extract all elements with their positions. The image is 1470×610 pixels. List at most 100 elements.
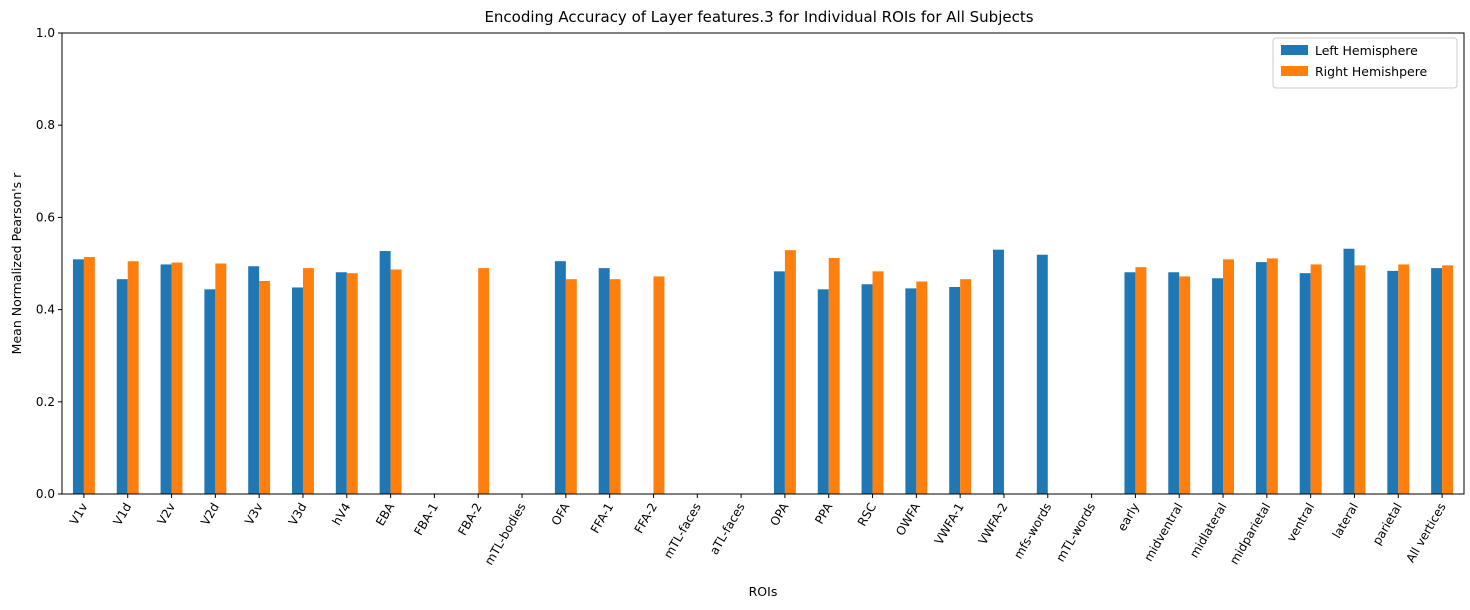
bar-right-midlateral <box>1223 259 1234 494</box>
bar-left-VWFA-2 <box>993 249 1004 494</box>
bars-group <box>72 248 1454 494</box>
legend-swatch <box>1281 45 1308 55</box>
bar-left-VWFA-1 <box>949 287 961 494</box>
x-tick-label: midlateral <box>1187 501 1230 561</box>
bar-right-FFA-1 <box>609 279 621 494</box>
y-axis: 0.0 0.2 0.4 0.6 0.8 1.0 <box>36 26 62 501</box>
bar-right-V3d <box>302 268 314 494</box>
bar-right-All vertices <box>1442 265 1454 494</box>
x-tick-label: early <box>1115 501 1142 534</box>
legend-label: Right Hemishpere <box>1315 64 1428 79</box>
x-tick-label: parietal <box>1370 501 1405 548</box>
bar-right-lateral <box>1354 265 1366 494</box>
x-tick-label: FBA-2 <box>455 501 485 538</box>
x-tick-label: aTL-faces <box>707 501 748 558</box>
bar-left-RSC <box>861 284 873 494</box>
bar-left-V3d <box>292 287 303 494</box>
x-tick-label: All vertices <box>1403 501 1448 565</box>
x-tick-label: V1d <box>110 501 134 528</box>
bar-right-PPA <box>828 257 840 494</box>
bar-left-EBA <box>379 251 391 494</box>
y-tick-label: 0.6 <box>36 210 55 224</box>
x-tick-label: RSC <box>855 501 879 529</box>
x-tick-label: V2d <box>198 501 222 528</box>
x-tick-label: lateral <box>1330 501 1361 541</box>
chart-title: Encoding Accuracy of Layer features.3 fo… <box>484 8 1033 26</box>
x-tick-label: hV4 <box>330 501 354 528</box>
x-tick-label: OPA <box>767 500 792 529</box>
bar-right-V1v <box>83 257 95 494</box>
y-tick-label: 0.8 <box>36 118 55 132</box>
bar-right-FBA-2 <box>478 268 490 494</box>
x-tick-label: ventral <box>1284 501 1317 545</box>
bar-left-V1d <box>116 279 128 494</box>
bar-left-V1v <box>72 259 84 494</box>
x-tick-label: PPA <box>812 500 835 527</box>
bar-right-OFA <box>565 279 577 494</box>
bar-left-mfs-words <box>1036 254 1048 494</box>
legend-swatch <box>1281 66 1308 76</box>
bar-right-V2d <box>215 263 227 494</box>
x-tick-label: V3v <box>242 501 266 528</box>
bar-left-V2d <box>204 289 216 494</box>
bar-right-midventral <box>1179 276 1191 494</box>
legend: Left Hemisphere Right Hemishpere <box>1272 37 1458 89</box>
bar-left-early <box>1124 272 1136 494</box>
bar-left-OPA <box>773 271 785 494</box>
bar-left-midparietal <box>1255 262 1267 494</box>
bar-right-VWFA-1 <box>960 279 972 494</box>
x-axis-label: ROIs <box>749 584 778 599</box>
bar-left-OFA <box>554 261 566 494</box>
legend-box <box>1272 37 1458 89</box>
bar-right-EBA <box>390 269 402 494</box>
y-tick-label: 0.2 <box>36 395 55 409</box>
bar-right-V1d <box>127 261 139 494</box>
x-tick-label: FFA-2 <box>632 501 660 536</box>
bar-left-parietal <box>1387 270 1399 494</box>
bar-left-FFA-1 <box>598 268 610 494</box>
bar-right-V2v <box>171 262 183 494</box>
bar-left-V2v <box>160 264 172 494</box>
x-tick-label: V3d <box>286 501 310 528</box>
x-tick-label: mTL-bodies <box>482 501 529 568</box>
x-tick-label: mTL-faces <box>661 501 704 561</box>
y-axis-label: Mean Normalized Pearson's r <box>9 172 24 354</box>
bar-right-early <box>1135 267 1147 494</box>
bar-left-midventral <box>1168 272 1180 494</box>
x-tick-label: mTL-words <box>1053 501 1098 565</box>
bar-right-hV4 <box>346 273 358 494</box>
bar-right-midparietal <box>1266 258 1278 494</box>
x-tick-label: mfs-words <box>1011 501 1054 562</box>
bar-right-parietal <box>1398 264 1410 494</box>
x-tick-label: FFA-1 <box>588 501 616 536</box>
bar-right-RSC <box>872 271 884 494</box>
bar-left-lateral <box>1343 248 1355 494</box>
x-tick-label: midventral <box>1141 501 1186 564</box>
legend-label: Left Hemisphere <box>1315 43 1418 58</box>
x-tick-label: midparietal <box>1227 501 1273 567</box>
bar-right-OWFA <box>916 281 928 494</box>
bar-left-hV4 <box>335 272 347 494</box>
bar-left-OWFA <box>905 288 917 494</box>
bar-right-FFA-2 <box>653 276 665 494</box>
x-tick-label: OWFA <box>893 500 923 538</box>
x-tick-label: VWFA-2 <box>976 501 1011 548</box>
x-tick-label: V2v <box>155 501 179 528</box>
bar-right-ventral <box>1310 264 1322 494</box>
x-tick-label: FBA-1 <box>411 501 441 538</box>
bar-left-V3v <box>248 266 260 494</box>
x-tick-label: OFA <box>549 500 573 528</box>
x-tick-label: V1v <box>67 501 91 528</box>
x-axis: V1v V1d V2v V2d V3v V3d hV4 EBA FBA-1 FBA-2mTL-bo… <box>67 494 1449 568</box>
y-tick-label: 0.4 <box>36 303 55 317</box>
bar-right-OPA <box>784 250 796 494</box>
x-tick-label: VWFA-1 <box>932 501 967 548</box>
y-tick-label: 0.0 <box>36 487 55 501</box>
bar-left-PPA <box>817 289 829 494</box>
plot-frame <box>61 32 1465 495</box>
x-tick-label: EBA <box>373 500 398 528</box>
y-tick-label: 1.0 <box>36 26 55 40</box>
bar-left-All vertices <box>1431 268 1443 494</box>
bar-left-ventral <box>1299 273 1311 494</box>
